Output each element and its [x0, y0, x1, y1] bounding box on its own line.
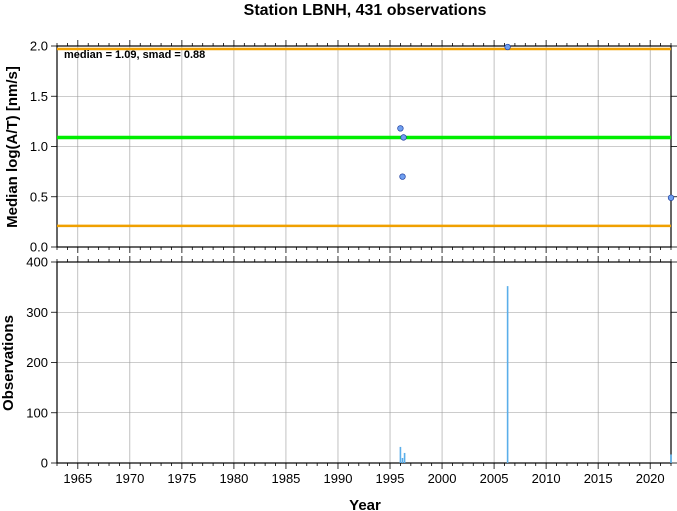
top-frame	[56, 45, 672, 248]
data-point	[397, 125, 404, 132]
x-tick-label: 1995	[376, 471, 405, 486]
bottom-y-axis-label: Observations	[0, 315, 17, 411]
chart-title: Station LBNH, 431 observations	[244, 2, 487, 19]
x-tick-label: 2010	[532, 471, 561, 486]
data-point	[399, 173, 406, 180]
top-ytick-label: 0.0	[30, 240, 48, 255]
top-ytick-label: 2.0	[30, 39, 48, 54]
top-ytick-label: 0.5	[30, 189, 48, 204]
x-tick-label: 2000	[428, 471, 457, 486]
x-axis-label: Year	[349, 497, 381, 511]
x-tick-label: 1980	[219, 471, 248, 486]
bottom-ytick-label: 200	[26, 355, 48, 370]
bottom-ytick-label: 300	[26, 305, 48, 320]
stats-annotation: median = 1.09, smad = 0.88	[64, 49, 205, 61]
data-point	[667, 194, 675, 201]
x-tick-label: 1965	[63, 471, 92, 486]
x-tick-label: 2020	[636, 471, 665, 486]
bottom-frame	[56, 261, 672, 464]
bottom-ytick-label: 400	[26, 255, 48, 270]
x-tick-label: 1990	[324, 471, 353, 486]
x-tick-label: 2015	[584, 471, 613, 486]
top-ytick-label: 1.0	[30, 139, 48, 154]
data-point	[504, 43, 511, 51]
x-tick-label: 1985	[271, 471, 300, 486]
x-tick-label: 2005	[480, 471, 509, 486]
top-ytick-label: 1.5	[30, 89, 48, 104]
x-tick-label: 1970	[115, 471, 144, 486]
data-point	[400, 134, 407, 141]
top-panel: 0.0 0.5 1.0 1.5 2.0 median = 1.09, smad = 0.8…	[30, 39, 677, 255]
top-y-axis-label: Median log(A/T) [nm/s]	[4, 66, 21, 228]
bottom-panel: 0 100 200 300 400 1965 1970 1975 1980 1985 1990 199…	[26, 255, 677, 486]
x-tick-label: 1975	[167, 471, 196, 486]
bottom-ytick-label: 100	[26, 405, 48, 420]
bottom-ytick-label: 0	[41, 456, 48, 471]
